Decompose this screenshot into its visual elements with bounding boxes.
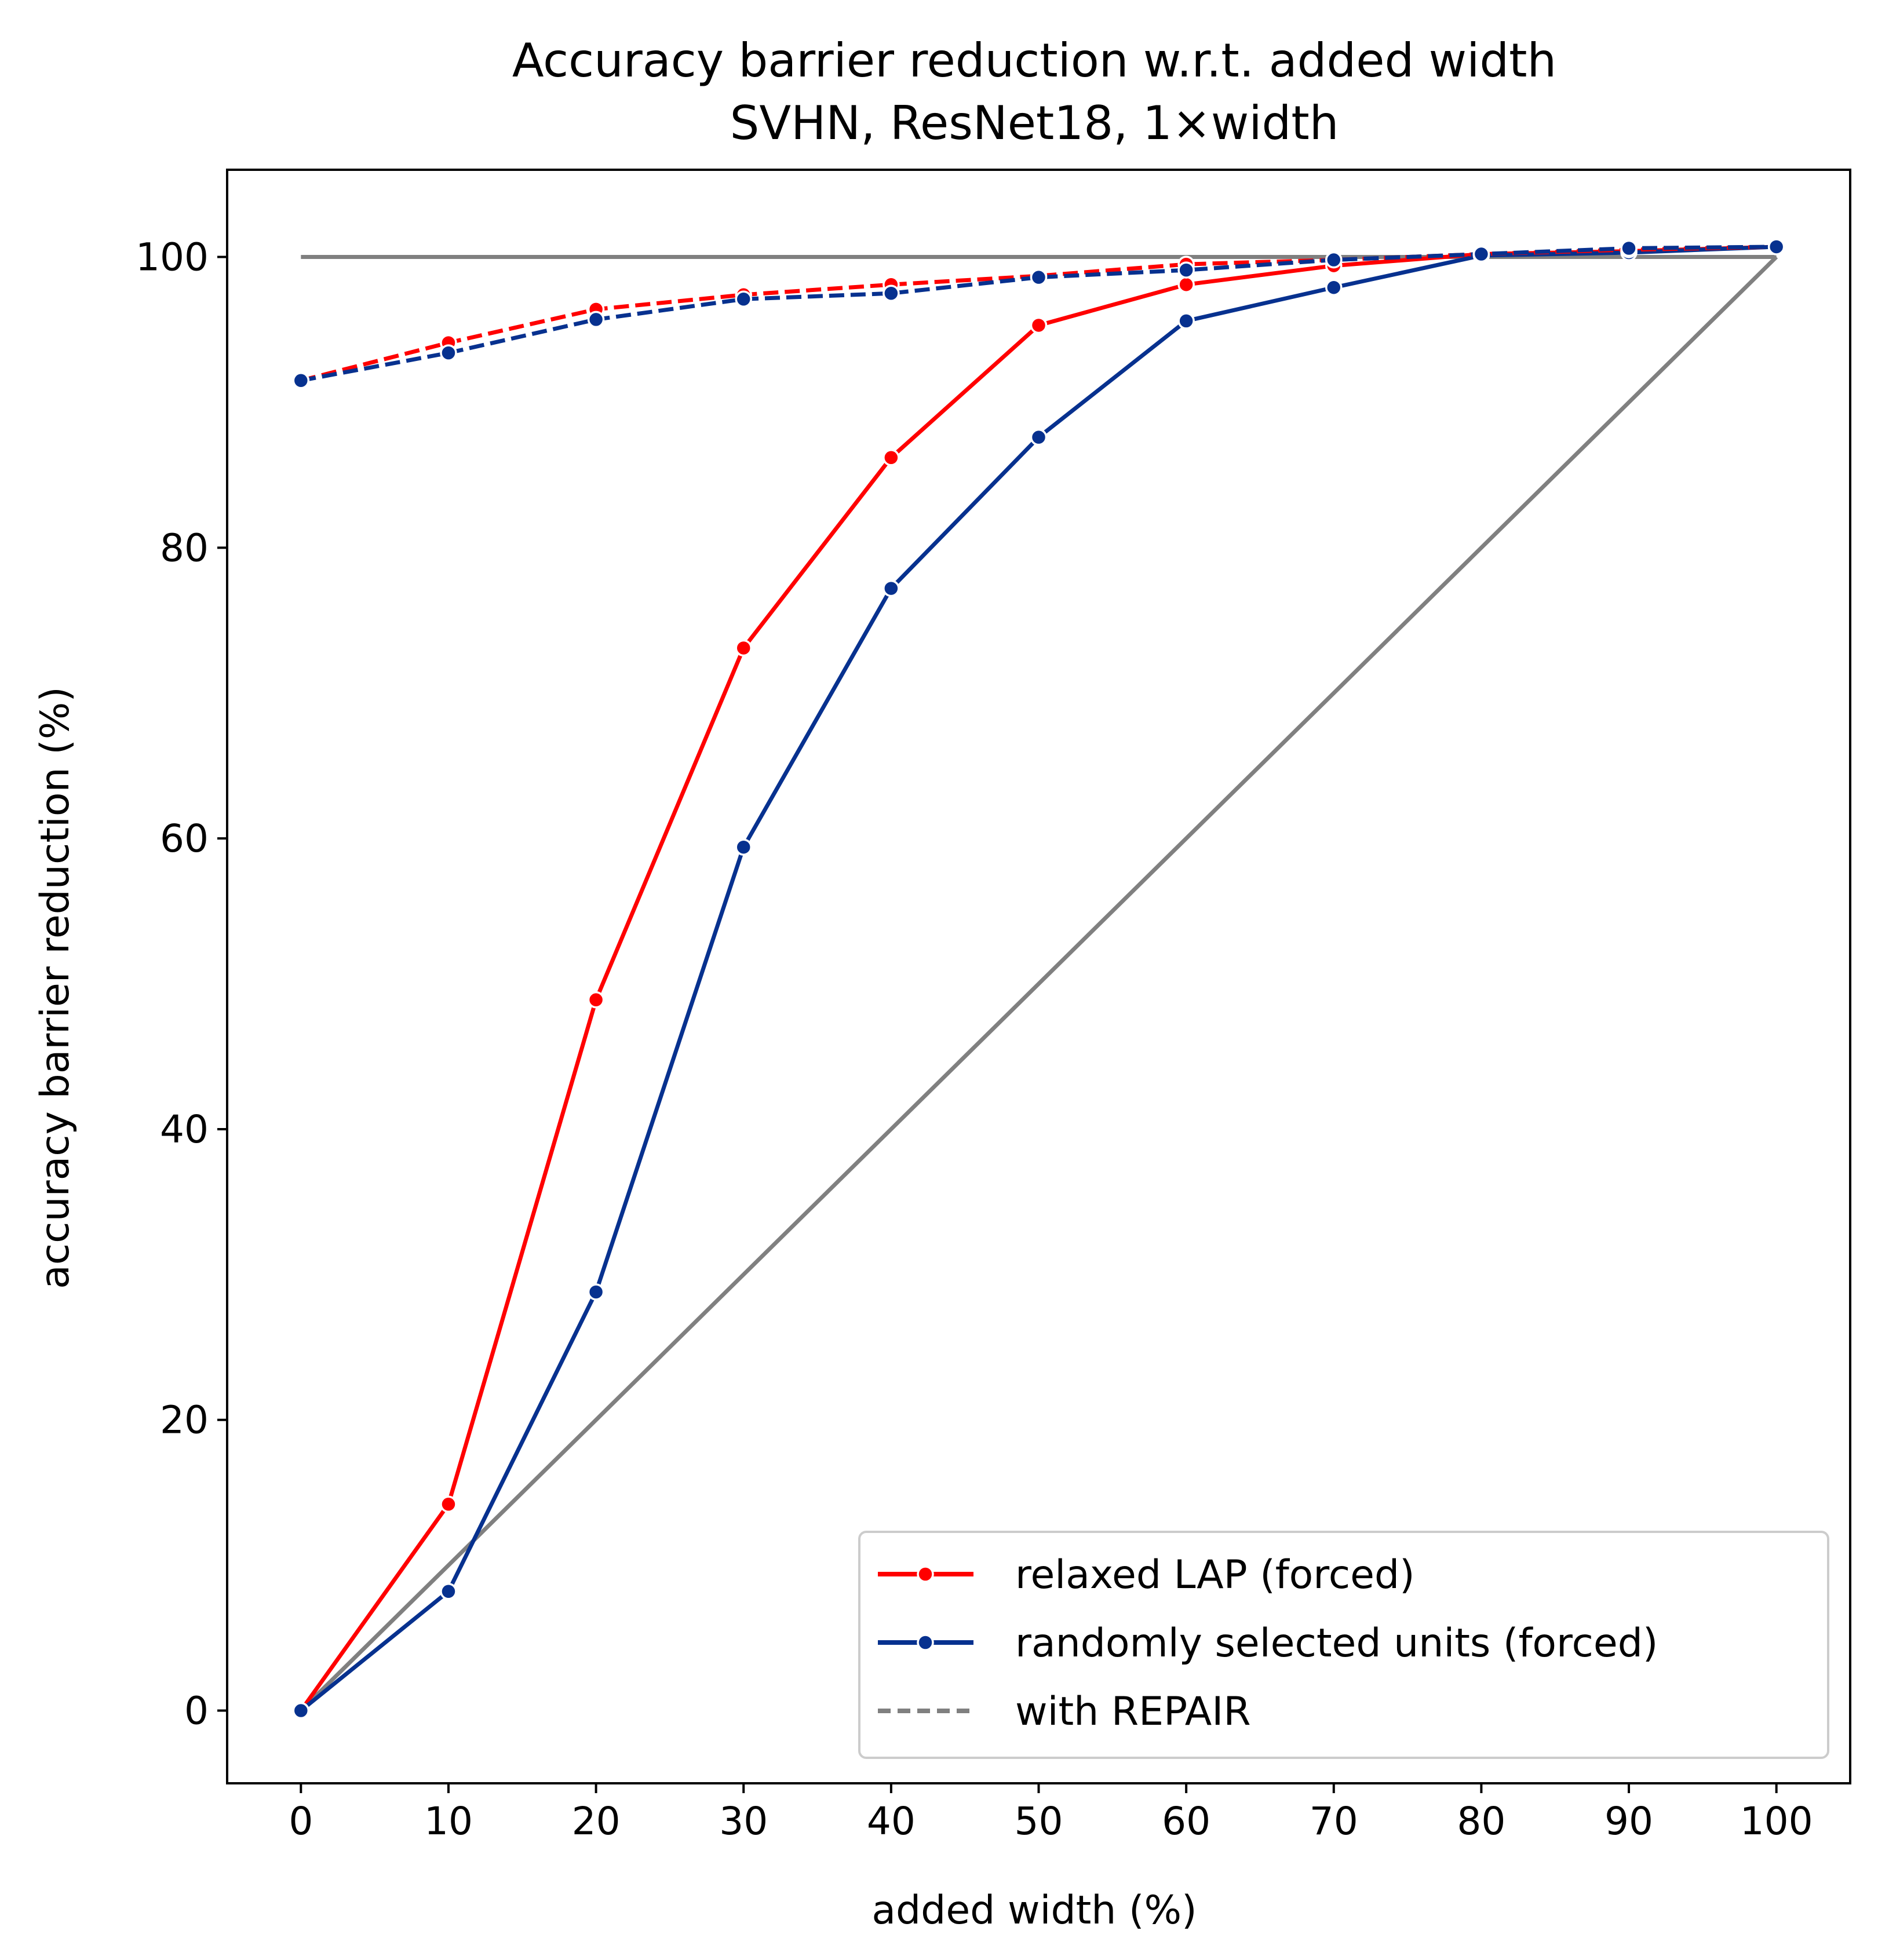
x-tick-label: 30: [719, 1799, 768, 1844]
y-tick-label: 60: [160, 816, 209, 861]
y-tick-label: 40: [160, 1107, 209, 1152]
x-tick-label: 80: [1457, 1799, 1505, 1844]
data-point: [1177, 312, 1195, 330]
x-tick-label: 40: [867, 1799, 916, 1844]
x-tick-label: 10: [424, 1799, 473, 1844]
legend-marker: [917, 1565, 934, 1583]
data-point: [440, 344, 457, 362]
data-point: [587, 991, 605, 1009]
data-point: [735, 290, 752, 308]
legend-label: with REPAIR: [1015, 1689, 1251, 1735]
data-point: [1325, 251, 1343, 269]
data-point: [1177, 261, 1195, 279]
x-tick-label: 70: [1310, 1799, 1358, 1844]
data-point: [883, 579, 900, 597]
series-line-3: [300, 244, 1777, 383]
axes: 0 10 20 30 40 50 60 70 80 90 100 0 20 40 60 80 100: [136, 169, 1851, 1844]
legend-box: [858, 1531, 1829, 1759]
data-point: [587, 1283, 605, 1301]
y-tick-label: 0: [184, 1689, 209, 1733]
data-point: [1472, 245, 1490, 263]
reference-line-1: [299, 256, 1778, 1713]
data-point: [587, 311, 605, 329]
y-tick-label: 20: [160, 1398, 209, 1443]
data-point: [1030, 316, 1048, 334]
chart-title: Accuracy barrier reduction w.r.t. added …: [512, 34, 1556, 87]
legend: relaxed LAP (forced) randomly selected un…: [858, 1531, 1829, 1759]
x-tick-label: 50: [1015, 1799, 1063, 1844]
x-axis-label: added width (%): [871, 1888, 1197, 1933]
x-tick-label: 100: [1740, 1799, 1813, 1844]
y-tick-label: 80: [160, 525, 209, 570]
data-point: [1767, 238, 1785, 256]
data-point: [883, 284, 900, 302]
data-point: [1325, 279, 1343, 296]
x-tick-label: 90: [1604, 1799, 1653, 1844]
y-tick-label: 100: [136, 235, 209, 280]
data-point: [1030, 428, 1048, 446]
data-point: [883, 449, 900, 466]
legend-label: relaxed LAP (forced): [1015, 1552, 1415, 1598]
data-point: [1620, 239, 1638, 257]
plot-area: [292, 238, 1785, 1720]
series-line-2: [300, 244, 1777, 383]
data-point: [1030, 268, 1048, 286]
x-tick-label: 20: [572, 1799, 621, 1844]
legend-marker: [917, 1634, 934, 1651]
data-point: [292, 1702, 310, 1720]
chart-subtitle: SVHN, ResNet18, 1×width: [730, 96, 1339, 150]
data-point: [735, 639, 752, 657]
data-point: [735, 838, 752, 856]
y-axis-label: accuracy barrier reduction (%): [32, 687, 78, 1289]
data-point: [1177, 276, 1195, 293]
x-tick-label: 60: [1162, 1799, 1210, 1844]
legend-label: randomly selected units (forced): [1015, 1620, 1658, 1666]
data-point: [440, 1495, 457, 1513]
data-point: [440, 1583, 457, 1600]
x-tick-label: 0: [289, 1799, 313, 1844]
data-point: [292, 372, 310, 389]
